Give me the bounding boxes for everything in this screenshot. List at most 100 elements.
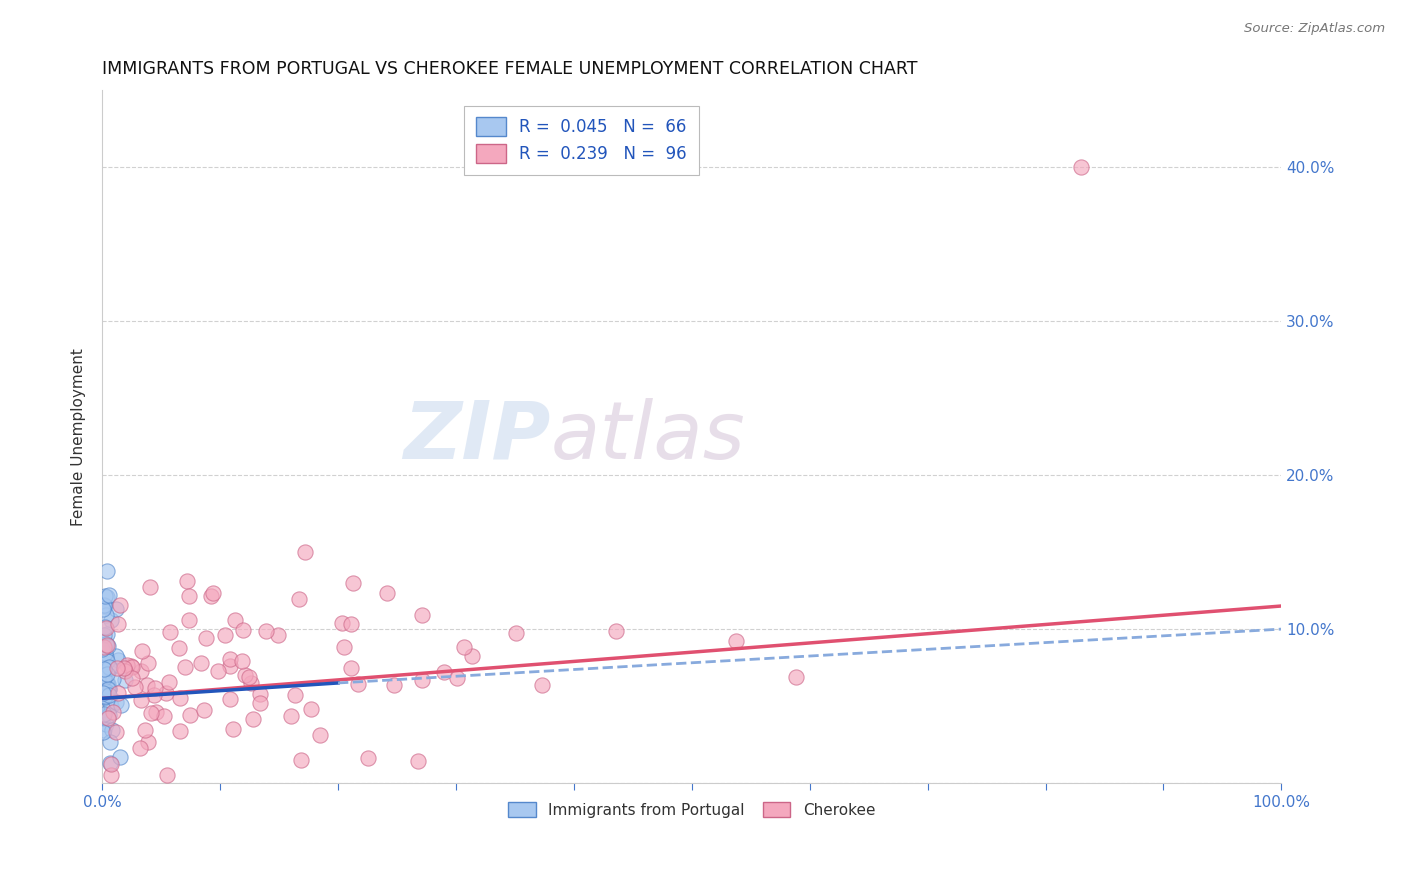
Point [93, 602, 115, 616]
Point [105, 661, 128, 675]
Point [145, 705, 167, 719]
Point [131, 693, 153, 707]
Point [94, 643, 117, 657]
Point [195, 631, 218, 645]
Point [249, 687, 271, 701]
Point [94, 650, 117, 665]
Point [785, 670, 807, 684]
Point [411, 673, 433, 688]
Point [98, 756, 121, 771]
Point [105, 602, 128, 616]
Point [98, 688, 121, 702]
Point [1070, 160, 1092, 174]
Point [176, 574, 198, 588]
Y-axis label: Female Unemployment: Female Unemployment [72, 348, 86, 525]
Point [94, 646, 117, 660]
Point [105, 649, 128, 664]
Point [100, 768, 122, 782]
Point [505, 626, 527, 640]
Point [96, 638, 118, 652]
Point [94, 690, 117, 704]
Point [136, 678, 159, 692]
Point [433, 665, 456, 679]
Point [177, 613, 200, 627]
Point [333, 640, 356, 654]
Point [91, 709, 114, 723]
Point [605, 624, 627, 638]
Point [174, 660, 197, 674]
Point [94, 684, 117, 698]
Point [159, 674, 181, 689]
Point [91, 673, 114, 687]
Point [267, 628, 290, 642]
Point [136, 734, 159, 748]
Point [207, 664, 229, 678]
Point [340, 661, 363, 675]
Point [453, 640, 475, 654]
Point [156, 768, 179, 782]
Point [101, 706, 124, 720]
Point [110, 698, 132, 713]
Point [121, 659, 143, 673]
Point [339, 617, 361, 632]
Point [239, 676, 262, 690]
Point [96, 564, 118, 578]
Point [232, 623, 254, 637]
Point [128, 741, 150, 756]
Point [93, 707, 115, 722]
Point [107, 617, 129, 632]
Point [290, 753, 312, 767]
Point [107, 653, 129, 667]
Point [382, 678, 405, 692]
Point [288, 592, 311, 607]
Point [201, 586, 224, 600]
Point [294, 545, 316, 559]
Point [94, 589, 117, 603]
Point [97, 711, 120, 725]
Point [96, 716, 118, 731]
Point [219, 652, 242, 666]
Point [104, 725, 127, 739]
Point [114, 661, 136, 675]
Point [96, 667, 118, 681]
Point [114, 673, 136, 687]
Point [346, 677, 368, 691]
Point [254, 624, 277, 639]
Point [218, 659, 240, 673]
Point [94, 651, 117, 665]
Point [411, 607, 433, 622]
Point [357, 751, 380, 765]
Point [134, 723, 156, 738]
Text: IMMIGRANTS FROM PORTUGAL VS CHEROKEE FEMALE UNEMPLOYMENT CORRELATION CHART: IMMIGRANTS FROM PORTUGAL VS CHEROKEE FEM… [103, 60, 918, 78]
Point [98, 660, 121, 674]
Point [91, 725, 114, 739]
Point [97, 681, 120, 696]
Point [94, 619, 117, 633]
Point [91, 642, 114, 657]
Point [235, 668, 257, 682]
Point [94, 669, 117, 683]
Point [96, 686, 118, 700]
Point [94, 637, 117, 651]
Point [177, 590, 200, 604]
Point [96, 590, 118, 604]
Point [190, 656, 212, 670]
Point [91, 681, 114, 696]
Point [93, 628, 115, 642]
Point [214, 627, 236, 641]
Point [169, 691, 191, 706]
Point [169, 723, 191, 738]
Point [98, 735, 121, 749]
Point [94, 599, 117, 613]
Point [97, 708, 120, 723]
Point [96, 637, 118, 651]
Point [94, 685, 117, 699]
Point [100, 613, 122, 627]
Text: Source: ZipAtlas.com: Source: ZipAtlas.com [1244, 22, 1385, 36]
Point [93, 671, 115, 685]
Point [93, 598, 115, 612]
Point [96, 627, 118, 641]
Point [139, 706, 162, 720]
Point [332, 615, 354, 630]
Point [110, 599, 132, 613]
